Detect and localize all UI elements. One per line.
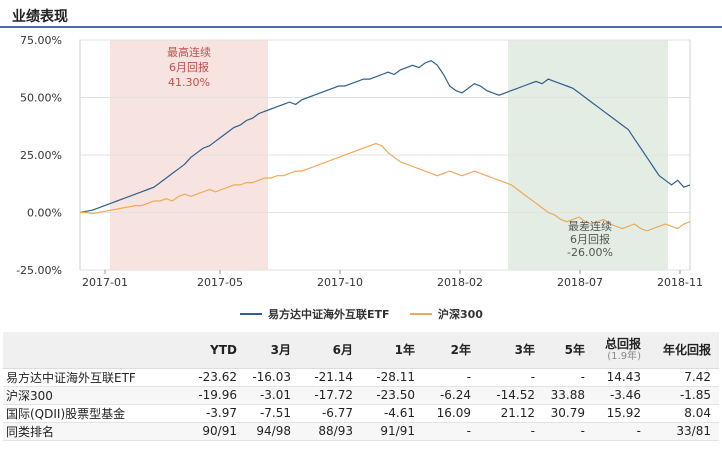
value-cell: 16.09 xyxy=(423,404,479,423)
performance-chart: 75.00% 50.00% 25.00% 0.00% -25.00% 2017-01 201… xyxy=(0,30,722,330)
table-body: 易方达中证海外互联ETF -23.62 -16.03 -21.14 -28.11- - -1… xyxy=(3,368,719,441)
fund-line xyxy=(79,60,691,214)
x-tick-label: 2017-01 xyxy=(82,276,128,289)
value-cell: 15.92 xyxy=(593,404,649,423)
value-cell: - xyxy=(423,422,479,441)
x-tick-label: 2018-07 xyxy=(557,276,603,289)
value-cell: -21.14 xyxy=(299,368,361,387)
section-header: 业绩表现 xyxy=(0,0,722,28)
row-name-cell: 易方达中证海外互联ETF xyxy=(3,368,163,387)
value-cell: 33/81 xyxy=(649,422,719,441)
best-period-label: 41.30% xyxy=(168,76,210,89)
table-header-cell: 3年 xyxy=(479,332,543,369)
value-cell: 88/93 xyxy=(299,422,361,441)
x-tick-label: 2018-11 xyxy=(657,276,703,289)
chart-svg: 75.00% 50.00% 25.00% 0.00% -25.00% 2017-01 201… xyxy=(16,34,703,289)
value-cell: - xyxy=(479,368,543,387)
row-name-cell: 沪深300 xyxy=(3,386,163,405)
value-cell: - xyxy=(543,368,593,387)
value-cell: -28.11 xyxy=(361,368,423,387)
table-header-cell xyxy=(3,332,163,369)
table-row: 易方达中证海外互联ETF -23.62 -16.03 -21.14 -28.11- - -1… xyxy=(3,368,719,387)
value-cell: 91/91 xyxy=(361,422,423,441)
worst-period-label: 6月回报 xyxy=(570,232,610,246)
table-header-row: YTD 3月 6月 1年 2年 3年 5年 总回报 (1.9年) 年化回报 xyxy=(3,332,719,369)
total-return-period: (1.9年) xyxy=(607,351,641,363)
legend-item-fund[interactable]: 易方达中证海外互联ETF xyxy=(240,306,390,322)
table-row: 沪深300 -19.96 -3.01 -17.72 -23.50 -6.24 -14.52 3… xyxy=(3,386,719,405)
value-cell: - xyxy=(593,422,649,441)
value-cell: -14.52 xyxy=(479,386,543,405)
table-header-cell: 1年 xyxy=(361,332,423,369)
value-cell: -3.97 xyxy=(163,404,245,423)
worst-period-label: 最差连续 xyxy=(568,219,612,233)
y-tick-label: 25.00% xyxy=(20,149,62,162)
value-cell: -1.85 xyxy=(649,386,719,405)
value-cell: 94/98 xyxy=(245,422,299,441)
value-cell: 8.04 xyxy=(649,404,719,423)
value-cell: 21.12 xyxy=(479,404,543,423)
table-header-total: 总回报 (1.9年) xyxy=(593,332,649,369)
table-header-cell: YTD xyxy=(163,332,245,369)
value-cell: -17.72 xyxy=(299,386,361,405)
value-cell: 33.88 xyxy=(543,386,593,405)
legend-label-index: 沪深300 xyxy=(438,308,483,321)
worst-period-label: -26.00% xyxy=(567,246,613,259)
y-tick-label: -25.00% xyxy=(16,264,62,277)
value-cell: 14.43 xyxy=(593,368,649,387)
table-header-cell: 2年 xyxy=(423,332,479,369)
legend-swatch-fund xyxy=(240,313,262,315)
index-line xyxy=(80,142,691,232)
value-cell: -23.62 xyxy=(163,368,245,387)
performance-table: YTD 3月 6月 1年 2年 3年 5年 总回报 (1.9年) 年化回报 易方… xyxy=(3,332,719,441)
value-cell: 90/91 xyxy=(163,422,245,441)
value-cell: -19.96 xyxy=(163,386,245,405)
legend-label-fund: 易方达中证海外互联ETF xyxy=(268,308,390,321)
x-tick-label: 2017-05 xyxy=(197,276,243,289)
value-cell: - xyxy=(543,422,593,441)
value-cell: - xyxy=(479,422,543,441)
table-header-cell: 年化回报 xyxy=(649,332,719,369)
legend-item-index[interactable]: 沪深300 xyxy=(410,306,483,322)
value-cell: 7.42 xyxy=(649,368,719,387)
value-cell: 30.79 xyxy=(543,404,593,423)
best-period-label: 6月回报 xyxy=(169,60,209,74)
value-cell: -7.51 xyxy=(245,404,299,423)
x-tick-label: 2018-02 xyxy=(437,276,483,289)
value-cell: -6.24 xyxy=(423,386,479,405)
value-cell: - xyxy=(423,368,479,387)
chart-legend: 易方达中证海外互联ETF 沪深300 xyxy=(0,306,722,322)
total-return-label: 总回报 xyxy=(604,337,641,352)
table-header-cell: 6月 xyxy=(299,332,361,369)
y-tick-label: 0.00% xyxy=(27,207,62,220)
section-title: 业绩表现 xyxy=(12,9,68,25)
legend-swatch-index xyxy=(410,313,432,315)
table-header-cell: 5年 xyxy=(543,332,593,369)
best-period-label: 最高连续 xyxy=(167,45,211,59)
table-header-cell: 3月 xyxy=(245,332,299,369)
table-row: 国际(QDII)股票型基金 -3.97 -7.51 -6.77 -4.61 16.09 21… xyxy=(3,404,719,423)
y-tick-label: 50.00% xyxy=(20,92,62,105)
value-cell: -3.01 xyxy=(245,386,299,405)
y-tick-label: 75.00% xyxy=(20,34,62,47)
value-cell: -6.77 xyxy=(299,404,361,423)
value-cell: -16.03 xyxy=(245,368,299,387)
row-name-cell: 国际(QDII)股票型基金 xyxy=(3,404,163,423)
row-name-cell: 同类排名 xyxy=(3,422,163,441)
value-cell: -3.46 xyxy=(593,386,649,405)
x-tick-label: 2017-10 xyxy=(317,276,363,289)
table-row: 同类排名 90/91 94/98 88/93 91/91- - - -33/81 xyxy=(3,422,719,441)
value-cell: -4.61 xyxy=(361,404,423,423)
value-cell: -23.50 xyxy=(361,386,423,405)
